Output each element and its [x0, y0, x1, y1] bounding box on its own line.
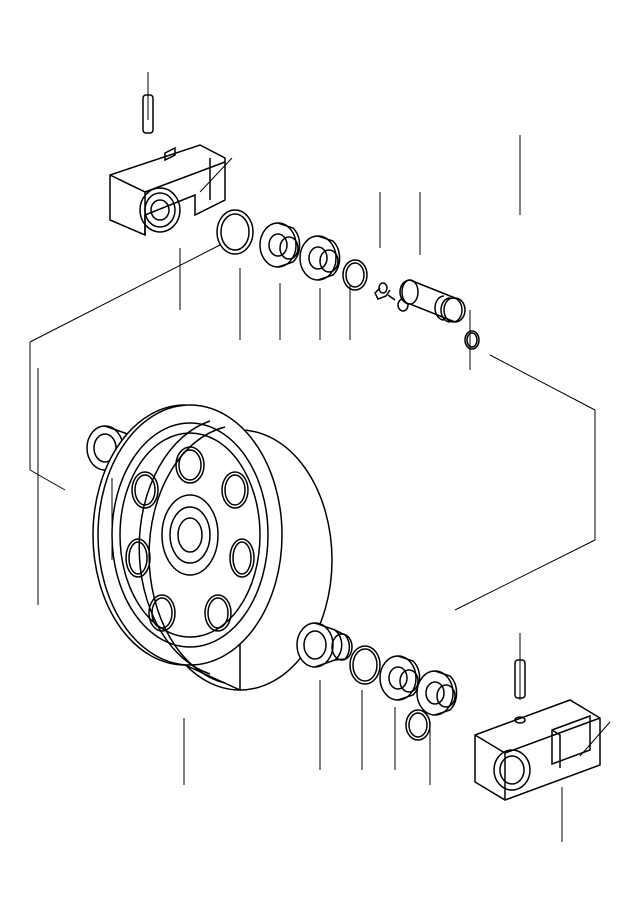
bushing-right — [297, 623, 352, 667]
oring-small-lower — [406, 710, 430, 740]
seal-lower-right — [417, 671, 457, 715]
exploded-diagram — [0, 0, 637, 909]
support-lower — [475, 700, 600, 800]
seal-top-left — [260, 223, 300, 267]
idler-wheel — [93, 405, 332, 690]
oring-top — [217, 210, 253, 254]
seal-top-right — [300, 236, 340, 280]
grease-fitting — [375, 283, 395, 300]
axle-pin — [400, 280, 465, 322]
oring-small-top — [343, 260, 367, 290]
seal-lower-left — [380, 656, 420, 700]
support-top — [110, 145, 225, 235]
retaining-ring-right — [465, 331, 479, 349]
oring-lower — [350, 646, 380, 684]
